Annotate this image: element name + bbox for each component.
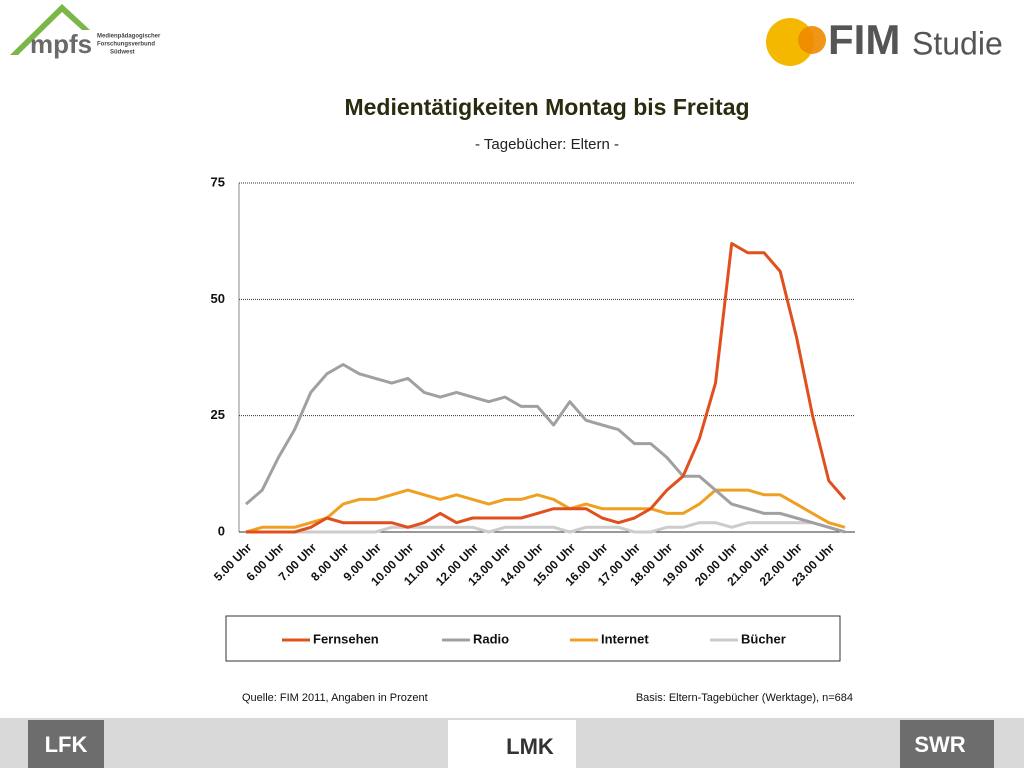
chart-subtitle: - Tagebücher: Eltern - bbox=[475, 136, 619, 153]
logo-sub: Forschungsverbund bbox=[97, 42, 155, 48]
footer-logo-bg bbox=[900, 720, 994, 768]
legend-label: Radio bbox=[473, 631, 509, 646]
logo-text: mpfs bbox=[30, 29, 92, 59]
logo-mark bbox=[10, 4, 90, 55]
chart-title: Medientätigkeiten Montag bis Freitag bbox=[344, 94, 749, 120]
y-tick-label: 50 bbox=[211, 291, 225, 306]
source-note: Quelle: FIM 2011, Angaben in Prozent bbox=[242, 692, 428, 704]
logo-text: FIM bbox=[828, 16, 900, 63]
logo-mark bbox=[798, 26, 826, 54]
logo-sub: Medienpädagogischer bbox=[97, 34, 161, 40]
legend-label: Internet bbox=[601, 631, 649, 646]
series-line bbox=[246, 242, 847, 534]
legend-label: Fernsehen bbox=[313, 631, 379, 646]
y-tick-label: 75 bbox=[211, 174, 225, 189]
series-line bbox=[245, 363, 846, 534]
footer-logo-bg bbox=[28, 720, 104, 768]
legend-box bbox=[225, 615, 841, 662]
footer-logo: SWR bbox=[914, 732, 965, 757]
footer-logo-bg bbox=[448, 720, 576, 768]
footer-logo: LFK bbox=[45, 732, 88, 757]
footer-logo: LMK bbox=[506, 734, 554, 759]
series-line bbox=[245, 488, 846, 534]
logo-sub: Südwest bbox=[110, 50, 135, 56]
logo-text: Studie bbox=[912, 25, 1003, 61]
y-tick-label: 0 bbox=[218, 523, 225, 538]
logo-mark bbox=[766, 18, 814, 66]
series-line bbox=[246, 521, 846, 534]
legend-label: Bücher bbox=[741, 631, 786, 646]
y-tick-label: 25 bbox=[211, 407, 225, 422]
basis-note: Basis: Eltern-Tagebücher (Werktage), n=6… bbox=[636, 692, 853, 704]
